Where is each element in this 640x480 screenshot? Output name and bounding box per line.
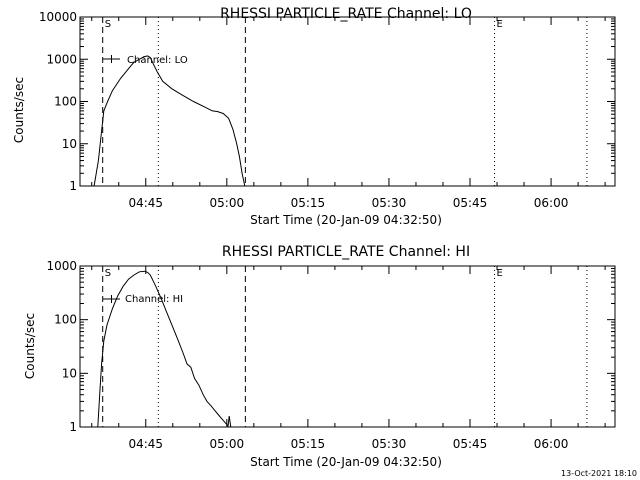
- footer-timestamp: 13-Oct-2021 18:10: [561, 469, 637, 478]
- x-tick-label-lo: 05:45: [453, 196, 488, 210]
- panel-lo-title: RHESSI PARTICLE_RATE Channel: LO: [220, 6, 472, 22]
- panel-lo-channel: RHESSI PARTICLE_RATE Channel: LO Counts/…: [12, 6, 616, 227]
- panel-hi-x-label: Start Time (20-Jan-09 04:32:50): [250, 455, 442, 469]
- x-tick-label-lo: 05:15: [291, 196, 326, 210]
- x-tick-label-hi: 05:15: [291, 437, 326, 451]
- series-line-hi: [97, 270, 232, 428]
- x-tick-label-hi: 05:30: [372, 437, 407, 451]
- x-tick-label-lo: 04:45: [128, 196, 163, 210]
- y-tick-label-lo: 100: [54, 95, 77, 109]
- y-tick-label-lo: 1: [69, 179, 77, 193]
- x-tick-label-hi: 04:45: [128, 437, 163, 451]
- y-tick-label-lo: 10000: [39, 10, 77, 24]
- x-tick-label-lo: 06:00: [534, 196, 569, 210]
- y-tick-label-hi: 100: [54, 313, 77, 327]
- panel-hi-y-label: Counts/sec: [23, 313, 37, 379]
- panel-lo-x-label: Start Time (20-Jan-09 04:32:50): [250, 213, 442, 227]
- x-tick-label-lo: 05:30: [372, 196, 407, 210]
- plot-frame-hi: [79, 265, 616, 428]
- time-marker-label-lo: E: [496, 19, 502, 30]
- y-tick-label-hi: 1: [69, 420, 77, 434]
- x-tick-label-hi: 05:45: [453, 437, 488, 451]
- panel-lo-legend-label: Channel: LO: [127, 55, 188, 66]
- time-marker-label-hi: E: [496, 268, 502, 279]
- panel-hi-channel: RHESSI PARTICLE_RATE Channel: HI Counts/…: [23, 244, 616, 469]
- x-tick-label-hi: 06:00: [534, 437, 569, 451]
- x-tick-label-hi: 05:00: [210, 437, 245, 451]
- x-tick-label-lo: 05:00: [210, 196, 245, 210]
- time-marker-label-hi: S: [105, 268, 111, 279]
- panel-lo-y-label: Counts/sec: [12, 77, 26, 143]
- panel-hi-title: RHESSI PARTICLE_RATE Channel: HI: [222, 244, 470, 260]
- time-marker-label-lo: S: [105, 19, 111, 30]
- y-tick-label-lo: 1000: [46, 52, 77, 66]
- panel-hi-legend-label: Channel: HI: [125, 294, 183, 305]
- series-line-lo: [93, 55, 246, 187]
- y-tick-label-lo: 10: [62, 137, 77, 151]
- y-tick-label-hi: 1000: [46, 259, 77, 273]
- y-tick-label-hi: 10: [62, 366, 77, 380]
